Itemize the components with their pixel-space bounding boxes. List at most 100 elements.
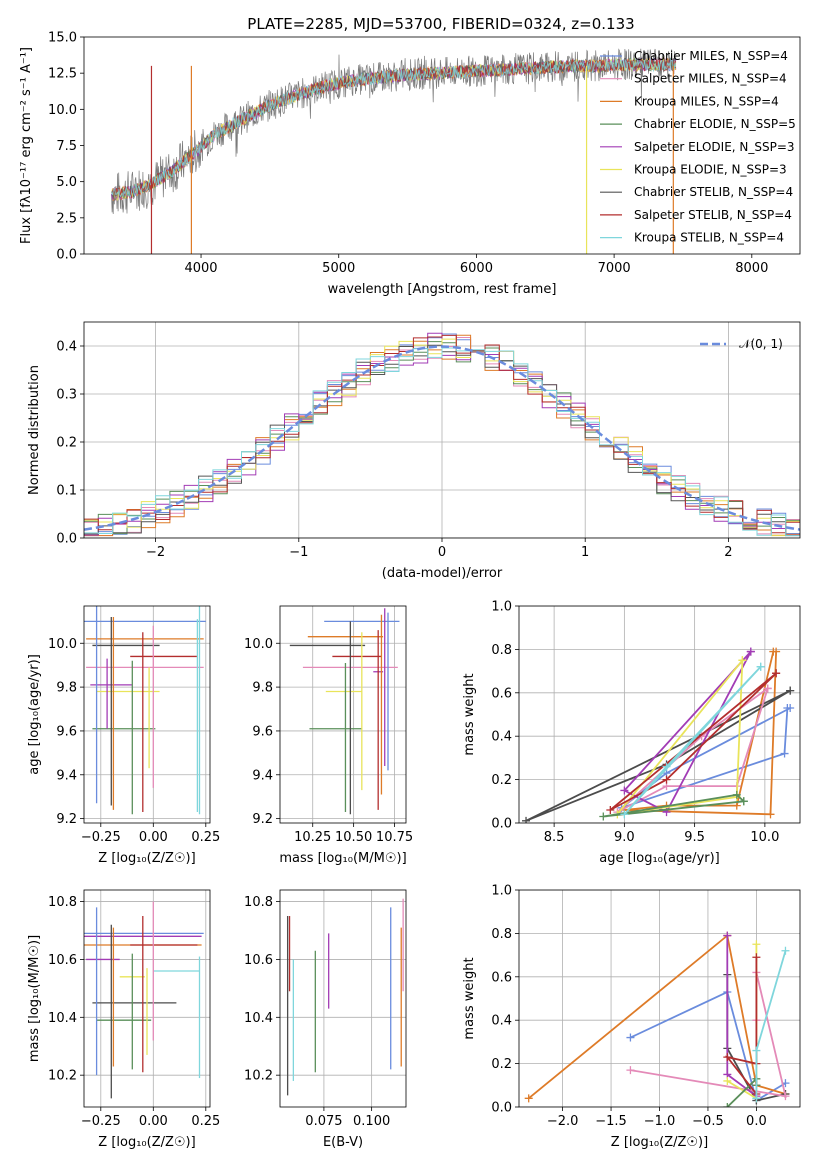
weight-point-3-1 <box>781 1092 790 1101</box>
y-tick-label: 1.0 <box>491 600 512 615</box>
y-tick-label: 10.0 <box>48 637 77 652</box>
weight-point-1-0 <box>524 1094 533 1103</box>
y-tick-label: 0.2 <box>491 773 512 788</box>
panel-massweight_vs_age: 8.5 9.0 9.5 10.0 0.0 0.2 0.4 0.6 0.8 1.0 age [log₁… <box>462 600 801 866</box>
panel-spectrum: 4000 5000 6000 7000 8000 0.0 2.5 5.0 7.5 10.0 12.5… <box>19 31 801 297</box>
y-tick-label: 10.8 <box>244 895 273 910</box>
y-tick-label: 10.2 <box>244 1069 273 1084</box>
plots-group: 4000 5000 6000 7000 80000.02.55.07.510.012.5… <box>19 31 801 1150</box>
axes-frame <box>83 605 211 824</box>
figure-title: PLATE=2285, MJD=53700, FIBERID=0324, z=0… <box>247 15 634 33</box>
x-tick-label: 0 <box>438 545 446 560</box>
y-tick-label: 10.2 <box>48 1069 77 1084</box>
y-tick-label: 0.6 <box>491 686 512 701</box>
y-tick-label: 10.4 <box>244 1011 273 1026</box>
x-tick-label: 8000 <box>735 261 768 276</box>
weight-point-3-0 <box>626 1066 635 1075</box>
legend-entry-7: Salpeter STELIB, N_SSP=4 <box>634 208 792 222</box>
weight-line-6 <box>603 793 745 818</box>
y-tick-label: 10.4 <box>48 1011 77 1026</box>
x-tick-label: 0.100 <box>353 1114 390 1129</box>
y-tick-label: 0.0 <box>56 532 77 547</box>
weight-point-4-3 <box>746 647 755 656</box>
x-tick-label: 2 <box>724 545 732 560</box>
panel-age_vs_mass: 10.25 10.50 10.75 9.2 9.4 9.6 9.8 10.0 mass [log… <box>244 605 413 866</box>
weight-line-1 <box>624 651 777 816</box>
weight-point-2-1 <box>522 816 531 823</box>
model-line-8 <box>111 57 677 198</box>
y-axis-label: age [log₁₀(age/yr)] <box>27 654 42 775</box>
y-tick-label: 12.5 <box>48 67 77 82</box>
y-tick-label: 10.8 <box>48 895 77 910</box>
y-tick-label: 9.6 <box>56 724 77 739</box>
weight-point-6-3 <box>739 797 748 806</box>
x-axis-label: wavelength [Angstrom, rest frame] <box>328 282 557 297</box>
x-tick-label: 0.00 <box>139 1114 168 1129</box>
y-tick-label: 9.4 <box>252 768 273 783</box>
y-tick-label: 0.4 <box>56 340 77 355</box>
y-tick-label: 10.0 <box>48 103 77 118</box>
weight-point-8-2 <box>662 762 671 771</box>
x-tick-label: 1 <box>581 545 589 560</box>
x-axis-label: age [log₁₀(age/yr)] <box>599 851 720 866</box>
weight-line-7 <box>725 957 758 1095</box>
axes-frame <box>83 321 801 539</box>
weight-point-2-3 <box>786 686 795 695</box>
x-axis-label: Z [log₁₀(Z/Z☉)] <box>611 1135 708 1150</box>
weight-point-5-2 <box>723 1076 732 1085</box>
panel-age_vs_Z: −0.25 0.00 0.25 9.2 9.4 9.6 9.8 10.0 Z [log₁₀(Z/… <box>27 605 220 866</box>
y-tick-label: 9.2 <box>56 812 77 827</box>
x-tick-label: −0.5 <box>692 1114 724 1129</box>
y-axis-label: mass weight <box>462 957 477 1039</box>
x-tick-label: 0.0 <box>746 1114 767 1129</box>
y-tick-label: 0.2 <box>56 436 77 451</box>
x-axis-label: E(B-V) <box>323 1135 363 1150</box>
weight-point-7-1 <box>606 805 615 814</box>
x-tick-label: 9.0 <box>614 830 635 845</box>
weight-point-5-3 <box>738 656 747 665</box>
y-tick-label: 1.0 <box>491 884 512 899</box>
weight-point-6-0 <box>723 1103 732 1107</box>
y-tick-label: 0.4 <box>491 1014 512 1029</box>
weight-line-2 <box>525 689 791 822</box>
y-axis-label: Flux [fλ10⁻¹⁷ erg cm⁻² s⁻¹ A⁻¹] <box>19 47 34 244</box>
y-axis-label: Normed distribution <box>27 365 42 495</box>
legend-entry-0: Chabrier MILES, N_SSP=4 <box>634 49 788 63</box>
panel-massweight_vs_Z: −2.0 −1.5 −1.0 −0.5 0.0 0.0 0.2 0.4 0.6 0.8 1.0 Z [… <box>462 884 801 1150</box>
weight-line-1 <box>528 933 786 1099</box>
y-tick-label: 9.8 <box>252 681 273 696</box>
x-tick-label: −1 <box>289 545 308 560</box>
legend-entry-normal: 𝒩(0, 1) <box>739 337 783 351</box>
x-tick-label: −2 <box>146 545 165 560</box>
axes-frame <box>279 889 407 1108</box>
plot-area <box>84 606 210 823</box>
x-tick-label: 4000 <box>184 261 217 276</box>
plot-area <box>111 48 677 254</box>
weight-point-7-0 <box>752 953 761 962</box>
legend-entry-1: Salpeter MILES, N_SSP=4 <box>634 72 787 86</box>
x-tick-label: 0.25 <box>191 830 220 845</box>
x-tick-label: 0.00 <box>139 830 168 845</box>
y-tick-label: 9.2 <box>252 812 273 827</box>
weight-line-8 <box>623 666 762 815</box>
y-axis-label: mass [log₁₀(M/M☉)] <box>27 935 42 1062</box>
x-tick-label: 5000 <box>322 261 355 276</box>
x-tick-label: −0.25 <box>81 1114 121 1129</box>
weight-point-4-1 <box>620 786 629 795</box>
y-tick-label: 10.6 <box>244 953 273 968</box>
plot-area <box>84 890 210 1107</box>
weight-line-0 <box>630 990 786 1102</box>
weight-point-7-2 <box>723 1053 732 1062</box>
plot-area <box>84 322 800 538</box>
y-tick-label: 7.5 <box>56 139 77 154</box>
x-tick-label: 0.25 <box>191 1114 220 1129</box>
weight-point-7-3 <box>772 669 781 678</box>
axes-frame <box>518 889 801 1108</box>
weight-point-4-0 <box>723 931 732 940</box>
x-tick-label: 0.075 <box>305 1114 342 1129</box>
panel-mass_vs_EBV: 0.075 0.100 10.2 10.4 10.6 10.8 E(B-V) <box>244 889 407 1150</box>
weight-point-5-0 <box>752 940 761 949</box>
y-tick-label: 0.0 <box>491 817 512 832</box>
normal-curve <box>84 345 800 531</box>
